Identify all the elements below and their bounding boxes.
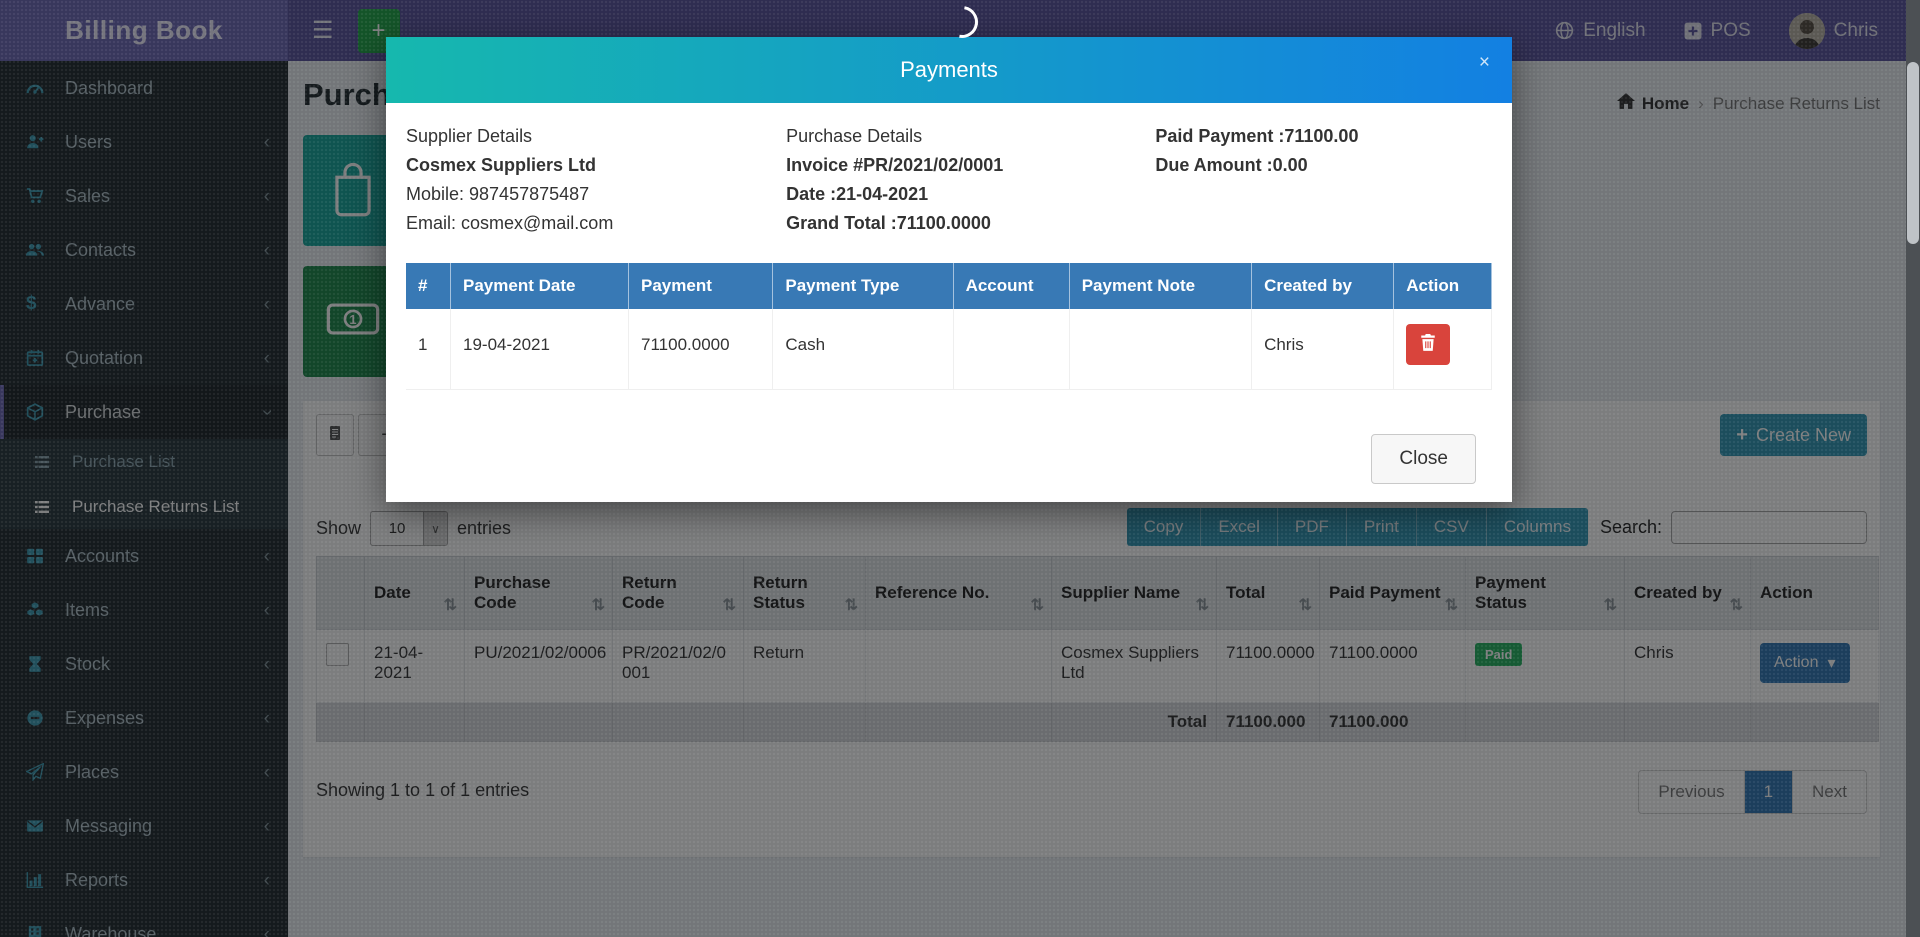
- scrollbar: [1906, 0, 1920, 937]
- purchase-date: Date :21-04-2021: [786, 184, 929, 204]
- pay-cell-num: 1: [406, 309, 451, 390]
- payment-summary: Paid Payment :71100.00 Due Amount :0.00: [1155, 124, 1492, 240]
- pay-cell-type: Cash: [772, 309, 954, 390]
- scrollbar-thumb[interactable]: [1907, 62, 1919, 244]
- purchase-invoice: Invoice #PR/2021/02/0001: [786, 155, 1004, 175]
- pay-cell-account: [953, 309, 1070, 390]
- modal-body: Supplier Details Cosmex Suppliers Ltd Mo…: [386, 103, 1512, 502]
- purchase-details: Purchase Details Invoice #PR/2021/02/000…: [786, 124, 1155, 240]
- purchase-heading: Purchase Details: [786, 126, 923, 146]
- payments-table: # Payment Date Payment Payment Type Acco…: [406, 263, 1492, 390]
- pay-cell-created-by: Chris: [1251, 309, 1395, 390]
- pay-col-date: Payment Date: [450, 263, 630, 309]
- close-button[interactable]: Close: [1371, 434, 1476, 484]
- trash-icon: [1420, 334, 1436, 355]
- pay-col-payment: Payment: [628, 263, 774, 309]
- supplier-heading: Supplier Details: [406, 126, 533, 146]
- close-icon[interactable]: ×: [1478, 52, 1490, 73]
- pay-cell-date: 19-04-2021: [450, 309, 630, 390]
- pay-col-account: Account: [953, 263, 1070, 309]
- supplier-email: Email: cosmex@mail.com: [406, 213, 614, 233]
- supplier-mobile: Mobile: 987457875487: [406, 184, 590, 204]
- payments-modal: Payments × Supplier Details Cosmex Suppl…: [386, 37, 1512, 502]
- modal-title: Payments: [900, 57, 998, 82]
- paid-payment: Paid Payment :71100.00: [1155, 126, 1359, 146]
- supplier-name: Cosmex Suppliers Ltd: [406, 155, 597, 175]
- supplier-details: Supplier Details Cosmex Suppliers Ltd Mo…: [406, 124, 786, 240]
- pay-col-num: #: [406, 263, 451, 309]
- modal-header: Payments ×: [386, 37, 1512, 103]
- pay-cell-payment: 71100.0000: [628, 309, 774, 390]
- pay-col-type: Payment Type: [772, 263, 954, 309]
- purchase-grand-total: Grand Total :71100.0000: [786, 213, 991, 233]
- pay-col-note: Payment Note: [1069, 263, 1253, 309]
- delete-payment-button[interactable]: [1406, 324, 1451, 365]
- pay-cell-note: [1069, 309, 1253, 390]
- pay-col-created-by: Created by: [1251, 263, 1395, 309]
- pay-col-action: Action: [1393, 263, 1492, 309]
- due-amount: Due Amount :0.00: [1155, 155, 1308, 175]
- payment-row: 1 19-04-2021 71100.0000 Cash Chris: [406, 309, 1492, 390]
